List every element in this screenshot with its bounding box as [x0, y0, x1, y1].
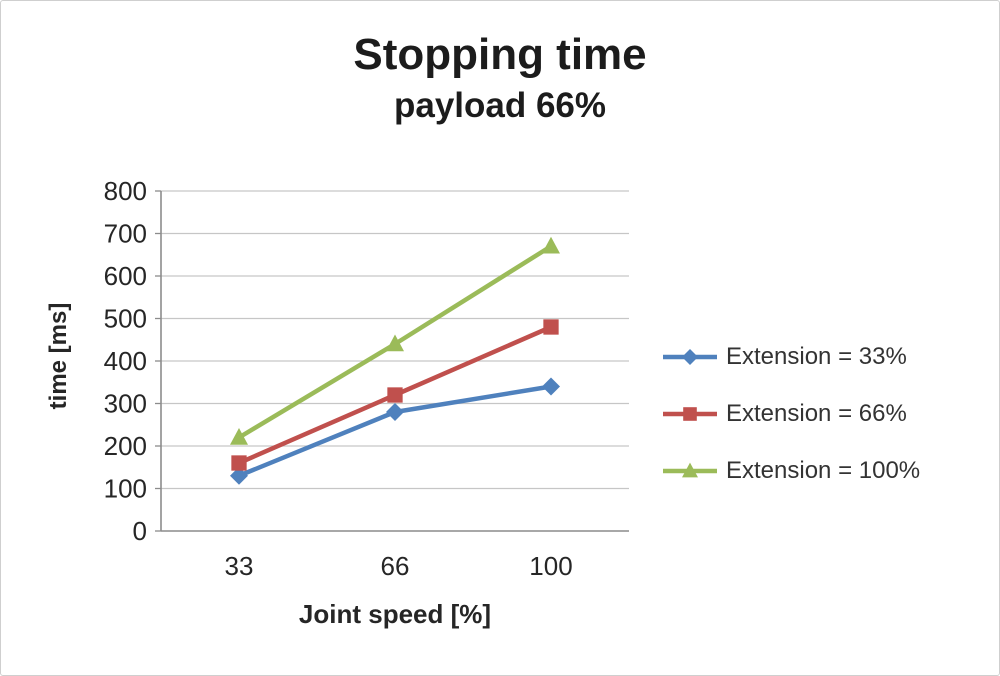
svg-text:700: 700 — [104, 219, 147, 249]
svg-text:66: 66 — [381, 551, 410, 581]
legend-label: Extension = 33% — [726, 343, 907, 370]
svg-text:800: 800 — [104, 176, 147, 206]
y-axis-title: time [ms] — [45, 302, 72, 410]
svg-text:600: 600 — [104, 261, 147, 291]
svg-text:200: 200 — [104, 431, 147, 461]
legend: Extension = 33% Extension = 66% Extensio… — [661, 337, 991, 491]
svg-text:300: 300 — [104, 389, 147, 419]
svg-text:100: 100 — [104, 474, 147, 504]
legend-series-marker-icon — [663, 462, 717, 478]
legend-item: Extension = 66% — [661, 394, 991, 434]
legend-item: Extension = 100% — [661, 451, 991, 491]
svg-text:400: 400 — [104, 346, 147, 376]
legend-item: Extension = 33% — [661, 337, 991, 377]
legend-series-marker-icon — [663, 407, 717, 421]
legend-label: Extension = 100% — [726, 457, 921, 484]
title-block: Stopping time payload 66% — [1, 30, 999, 126]
x-axis-title: Joint speed [%] — [298, 599, 492, 629]
svg-text:100: 100 — [529, 551, 572, 581]
chart-subtitle: payload 66% — [393, 86, 607, 126]
chart-title: Stopping time — [353, 30, 647, 79]
svg-text:500: 500 — [104, 304, 147, 334]
svg-text:33: 33 — [225, 551, 254, 581]
svg-text:0: 0 — [133, 516, 147, 546]
legend-label: Extension = 66% — [726, 400, 907, 427]
legend-series-marker-icon — [663, 349, 717, 365]
